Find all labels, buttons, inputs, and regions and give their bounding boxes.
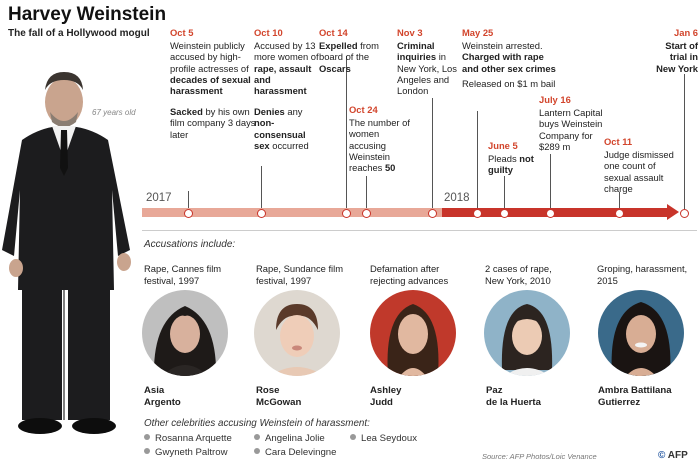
timeline-dot	[500, 209, 509, 218]
portrait-rose-mcgowan	[254, 290, 340, 376]
timeline-dot	[184, 209, 193, 218]
accuser-name: Ashley Judd	[370, 385, 402, 408]
connector-line	[684, 74, 685, 209]
bullet-icon	[144, 434, 150, 440]
event-june-5: June 5 Pleads not guilty	[488, 140, 534, 176]
year-label-2018: 2018	[444, 192, 470, 204]
celebrity-name: Lea Seydoux	[350, 433, 417, 444]
celebrity-name: Gwyneth Paltrow	[144, 447, 228, 458]
accusations-title: Accusations include:	[144, 239, 236, 250]
connector-line	[366, 176, 367, 209]
age-label: 67 years old	[92, 108, 136, 117]
divider	[142, 230, 697, 231]
page-subtitle: The fall of a Hollywood mogul	[8, 28, 150, 39]
connector-line	[504, 176, 505, 209]
connector-line	[346, 56, 347, 209]
event-nov-3: Nov 3 Criminal inquiries in New York, Lo…	[397, 27, 457, 97]
afp-logo: © AFP	[658, 450, 688, 461]
accuser-name: Ambra Battilana Gutierrez	[598, 385, 672, 408]
harvey-weinstein-photo	[2, 72, 131, 434]
event-july-16: July 16 Lantern Capital buys Weinstein C…	[539, 94, 603, 152]
bullet-icon	[144, 448, 150, 454]
celebrity-name: Rosanna Arquette	[144, 433, 232, 444]
connector-line	[550, 154, 551, 209]
page-title: Harvey Weinstein	[8, 4, 167, 25]
celebrity-name: Angelina Jolie	[254, 433, 325, 444]
portrait-ambra-battilana-gutierrez	[598, 290, 684, 376]
accuser-name: Paz de la Huerta	[486, 385, 541, 408]
timeline-dot	[615, 209, 624, 218]
connector-line	[261, 166, 262, 209]
connector-line	[188, 191, 189, 209]
timeline-dot	[428, 209, 437, 218]
timeline-dot	[362, 209, 371, 218]
timeline-arrow-icon	[667, 204, 679, 220]
event-jan-6: Jan 6 Start of trial in New York	[656, 27, 698, 74]
timeline-dot	[473, 209, 482, 218]
timeline-dot	[546, 209, 555, 218]
event-oct-14: Oct 14 Expelled from board of the Oscars	[319, 27, 379, 74]
accusation-desc: Groping, harassment, 2015	[597, 263, 688, 286]
accusation-desc: 2 cases of rape, New York, 2010	[485, 263, 552, 286]
portrait-ashley-judd	[370, 290, 456, 376]
portrait-asia-argento	[142, 290, 228, 376]
bullet-icon	[350, 434, 356, 440]
event-oct-11: Oct 11 Judge dismissed one count of sexu…	[604, 136, 674, 194]
event-oct-24: Oct 24 The number of women accusing Wein…	[349, 104, 410, 174]
event-oct-5: Oct 5 Weinstein publicly accused by high…	[170, 27, 256, 140]
bullet-icon	[254, 434, 260, 440]
celebrity-name: Cara Delevingne	[254, 447, 336, 458]
connector-line	[619, 192, 620, 209]
source-credit: Source: AFP Photos/Loic Venance	[482, 452, 597, 461]
connector-line	[432, 98, 433, 209]
bullet-icon	[254, 448, 260, 454]
accuser-name: Rose McGowan	[256, 385, 302, 408]
accusation-desc: Rape, Sundance film festival, 1997	[256, 263, 344, 286]
year-label-2017: 2017	[146, 192, 172, 204]
event-oct-10: Oct 10 Accused by 13 more women of rape,…	[254, 27, 319, 151]
connector-line	[477, 111, 478, 209]
other-celebrities-title: Other celebrities accusing Weinstein of …	[144, 418, 370, 429]
timeline-bar-2017	[142, 208, 442, 217]
accuser-name: Asia Argento	[144, 385, 181, 408]
portrait-paz-de-la-huerta	[484, 290, 570, 376]
accusation-desc: Defamation after rejecting advances	[370, 263, 449, 286]
timeline-dot	[257, 209, 266, 218]
timeline-dot	[342, 209, 351, 218]
timeline-dot	[680, 209, 689, 218]
event-may-25: May 25 Weinstein arrested. Charged with …	[462, 27, 556, 89]
accusation-desc: Rape, Cannes film festival, 1997	[144, 263, 222, 286]
